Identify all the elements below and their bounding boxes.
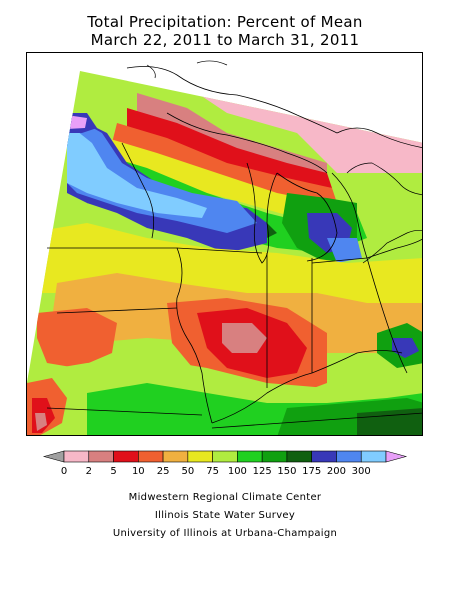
coastlines [146,60,422,264]
credit-line-1: Midwestern Regional Climate Center [128,492,322,503]
color-legend: 0 2 5 10 25 50 75 100 125 150 175 200 300 [42,450,408,477]
legend-label: 25 [157,466,170,477]
legend-label: 5 [110,466,116,477]
legend-swatch [88,450,114,463]
legend-label: 50 [181,466,194,477]
map-title-line-2: March 22, 2011 to March 31, 2011 [90,31,360,49]
legend-swatch [162,450,189,463]
legend-swatch [63,450,90,463]
legend-label: 300 [352,466,371,477]
map-title-line-1: Total Precipitation: Percent of Mean [87,13,363,31]
legend-swatch-above-max [385,450,408,463]
legend-swatch [286,450,312,463]
legend-swatch [113,450,139,463]
map-canvas [27,53,422,435]
state-boundaries [46,66,422,429]
precipitation-fields [27,71,422,435]
legend-swatches [42,450,408,463]
credit-line-2: Illinois State Water Survey [154,510,296,521]
legend-swatch [261,450,288,463]
legend-label: 0 [61,466,67,477]
legend-label: 75 [206,466,219,477]
legend-swatch [237,450,263,463]
legend-swatch [212,450,238,463]
legend-swatch [336,450,362,463]
legend-label: 200 [327,466,346,477]
legend-label: 2 [86,466,92,477]
credit-line-3: University of Illinois at Urbana-Champai… [112,528,338,539]
legend-label: 10 [132,466,145,477]
precipitation-map [26,52,423,436]
legend-swatch [360,450,387,463]
legend-swatch [311,450,337,463]
legend-label: 150 [277,466,296,477]
legend-swatch [138,450,164,463]
legend-swatch [187,450,213,463]
legend-swatch-below-min [42,450,65,463]
legend-label: 175 [302,466,321,477]
legend-label: 125 [253,466,272,477]
legend-label: 100 [228,466,247,477]
legend-labels: 0 2 5 10 25 50 75 100 125 150 175 200 300 [61,466,371,477]
